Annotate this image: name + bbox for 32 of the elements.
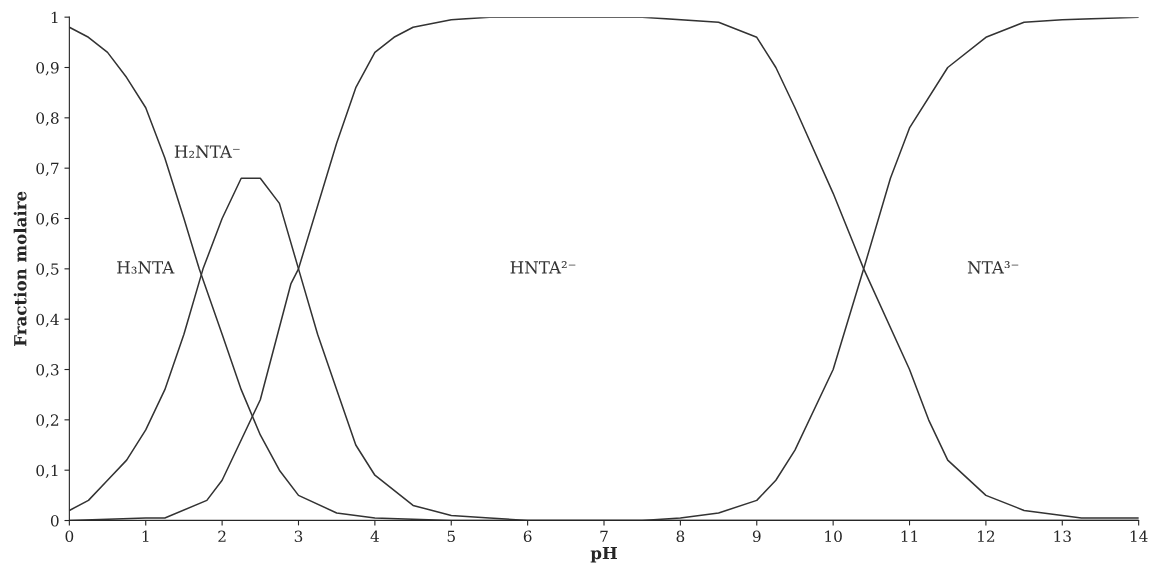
annotation: H₂NTA⁻ <box>174 145 240 158</box>
x-tick-label: 1 <box>142 530 149 542</box>
x-tick-label: 8 <box>676 530 685 543</box>
x-tick-label: 4 <box>370 530 379 542</box>
annotation: HNTA²⁻ <box>510 261 576 274</box>
x-tick-label: 13 <box>1054 530 1071 543</box>
x-tick-label: 2 <box>218 530 226 542</box>
x-tick-label: 12 <box>978 530 995 542</box>
x-tick-label: 5 <box>447 530 455 543</box>
x-tick-label: 0 <box>65 530 74 543</box>
x-tick-label: 9 <box>752 530 761 543</box>
y-tick-label: 0,8 <box>36 112 59 126</box>
y-tick-label: 0,1 <box>36 464 58 479</box>
y-axis-title: Fraction molaire <box>13 191 27 347</box>
x-tick-label: 14 <box>1130 530 1148 542</box>
y-tick-label: 0,6 <box>36 212 59 227</box>
x-axis-title: pH <box>590 546 617 563</box>
y-tick-label: 0,3 <box>36 363 59 378</box>
annotation: NTA³⁻ <box>967 261 1019 274</box>
x-tick-label: 7 <box>600 530 608 542</box>
x-tick-label: 10 <box>825 530 842 543</box>
x-tick-label: 11 <box>901 530 918 542</box>
y-tick-label: 0,7 <box>36 162 59 177</box>
x-tick-label: 3 <box>294 530 303 543</box>
x-tick-label: 6 <box>523 530 532 543</box>
y-tick-label: 1 <box>51 11 58 23</box>
y-tick-label: 0,4 <box>36 313 59 328</box>
annotation: H₃NTA <box>117 261 175 274</box>
y-tick-label: 0 <box>50 514 59 527</box>
y-tick-label: 0,2 <box>36 414 59 428</box>
y-tick-label: 0,9 <box>36 61 59 76</box>
y-tick-label: 0,5 <box>36 263 59 277</box>
